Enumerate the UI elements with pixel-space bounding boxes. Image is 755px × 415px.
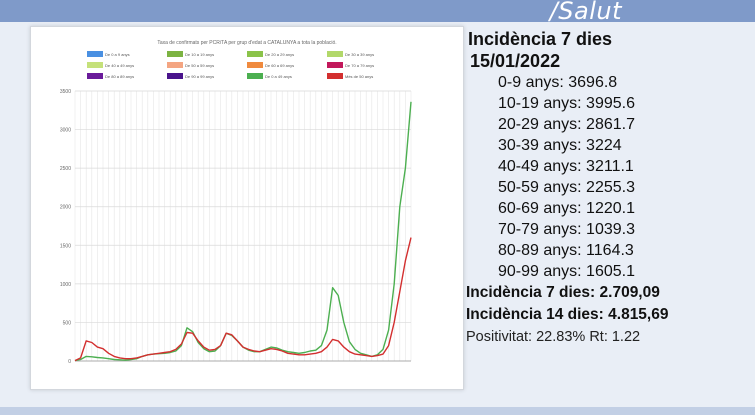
legend-swatch xyxy=(167,73,183,79)
age-row: 50-59 anys: 2255.3 xyxy=(498,179,635,196)
y-tick-label: 3000 xyxy=(60,128,71,134)
legend-label: De 80 a 89 anys xyxy=(105,73,135,79)
chart-title: Taxa de confirmats per PCR/TA per grup d… xyxy=(157,40,337,46)
stats-title: Incidència 7 dies xyxy=(468,29,613,49)
legend-label: De 70 a 79 anys xyxy=(345,62,375,68)
age-row: 10-19 anys: 3995.6 xyxy=(498,95,635,112)
legend-entry: De 60 a 69 anys xyxy=(247,62,294,68)
legend-label: De 20 a 29 anys xyxy=(265,51,295,57)
y-tick-label: 1500 xyxy=(60,243,71,249)
legend-swatch xyxy=(327,51,343,57)
legend-label: De 0 a 49 anys xyxy=(265,73,292,79)
legend-entry: De 20 a 29 anys xyxy=(247,51,294,57)
legend-swatch xyxy=(327,73,343,79)
legend-entry: De 80 a 89 anys xyxy=(87,73,134,79)
y-tick-label: 3500 xyxy=(60,89,71,95)
age-row: 30-39 anys: 3224 xyxy=(498,137,622,154)
legend-swatch xyxy=(87,51,103,57)
legend-label: De 40 a 49 anys xyxy=(105,62,135,68)
legend-entry: De 40 a 49 anys xyxy=(87,62,134,68)
legend-entry: De 10 a 19 anys xyxy=(167,51,214,57)
legend-entry: De 70 a 79 anys xyxy=(327,62,374,68)
legend-swatch xyxy=(247,73,263,79)
legend-label: De 50 a 59 anys xyxy=(185,62,215,68)
legend-swatch xyxy=(327,62,343,68)
legend-entry: Més de 50 anys xyxy=(327,73,373,79)
y-tick-label: 500 xyxy=(63,320,72,326)
age-row: 40-49 anys: 3211.1 xyxy=(498,158,634,175)
series-line xyxy=(74,237,412,362)
footer-bar xyxy=(0,407,755,415)
age-row: 20-29 anys: 2861.7 xyxy=(498,116,635,133)
y-tick-label: 2000 xyxy=(60,205,71,211)
legend-entry: De 30 a 39 anys xyxy=(327,51,374,57)
stats-panel: Incidència 7 dies 15/01/2022 0-9 anys: 3… xyxy=(466,28,748,348)
salut-logo: /Salut xyxy=(549,0,622,25)
y-tick-label: 1000 xyxy=(60,282,71,288)
age-row: 60-69 anys: 1220.1 xyxy=(498,200,635,217)
legend-label: Més de 50 anys xyxy=(345,73,374,79)
legend-entry: De 90 a 99 anys xyxy=(167,73,214,79)
age-row: 80-89 anys: 1164.3 xyxy=(498,242,634,259)
age-rows: 0-9 anys: 3696.8 10-19 anys: 3995.6 20-2… xyxy=(468,72,748,282)
legend-swatch xyxy=(87,62,103,68)
y-tick-label: 2500 xyxy=(60,166,71,172)
legend-label: De 90 a 99 anys xyxy=(185,73,215,79)
age-row: 0-9 anys: 3696.8 xyxy=(498,74,618,91)
positivity-rt: Positivitat: 22.83% Rt: 1.22 xyxy=(466,329,641,345)
legend-swatch xyxy=(247,62,263,68)
legend-label: De 0 a 9 anys xyxy=(105,51,130,57)
line-chart: 0 500 1000 1500 2000 2500 3000 3500 xyxy=(60,89,412,365)
incidence-7-days: Incidència 7 dies: 2.709,09 xyxy=(466,284,660,301)
legend-swatch xyxy=(247,51,263,57)
legend-label: De 30 a 39 anys xyxy=(345,51,375,57)
chart-panel: Taxa de confirmats per PCR/TA per grup d… xyxy=(30,26,464,390)
legend-entry: De 50 a 59 anys xyxy=(167,62,214,68)
stats-date: 15/01/2022 xyxy=(470,51,561,71)
legend-label: De 10 a 19 anys xyxy=(185,51,215,57)
legend-swatch xyxy=(87,73,103,79)
legend-swatch xyxy=(167,51,183,57)
legend-entry: De 0 a 49 anys xyxy=(247,73,292,79)
age-row: 90-99 anys: 1605.1 xyxy=(498,263,635,280)
header-bar: /Salut xyxy=(0,0,755,25)
legend-swatch xyxy=(167,62,183,68)
age-row: 70-79 anys: 1039.3 xyxy=(498,221,635,238)
legend-label: De 60 a 69 anys xyxy=(265,62,295,68)
legend-entry: De 0 a 9 anys xyxy=(87,51,130,57)
incidence-14-days: Incidència 14 dies: 4.815,69 xyxy=(466,306,669,323)
y-tick-label: 0 xyxy=(68,359,71,365)
